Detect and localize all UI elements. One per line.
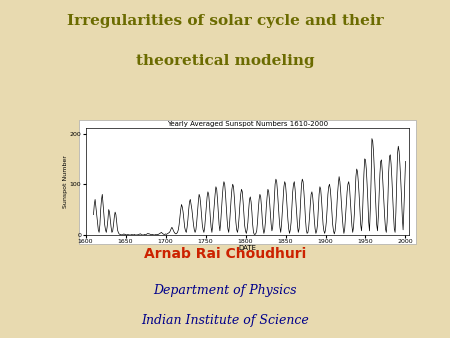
Bar (79, 120, 416, 244)
Title: Yearly Averaged Sunspot Numbers 1610-2000: Yearly Averaged Sunspot Numbers 1610-200… (167, 121, 328, 127)
Text: theoretical modeling: theoretical modeling (136, 54, 314, 68)
Text: Indian Institute of Science: Indian Institute of Science (141, 314, 309, 327)
Text: Arnab Rai Choudhuri: Arnab Rai Choudhuri (144, 247, 306, 261)
Text: Irregularities of solar cycle and their: Irregularities of solar cycle and their (67, 14, 383, 27)
X-axis label: DATE: DATE (238, 245, 256, 251)
Text: Department of Physics: Department of Physics (153, 284, 297, 297)
Y-axis label: Sunspot Number: Sunspot Number (63, 155, 68, 208)
